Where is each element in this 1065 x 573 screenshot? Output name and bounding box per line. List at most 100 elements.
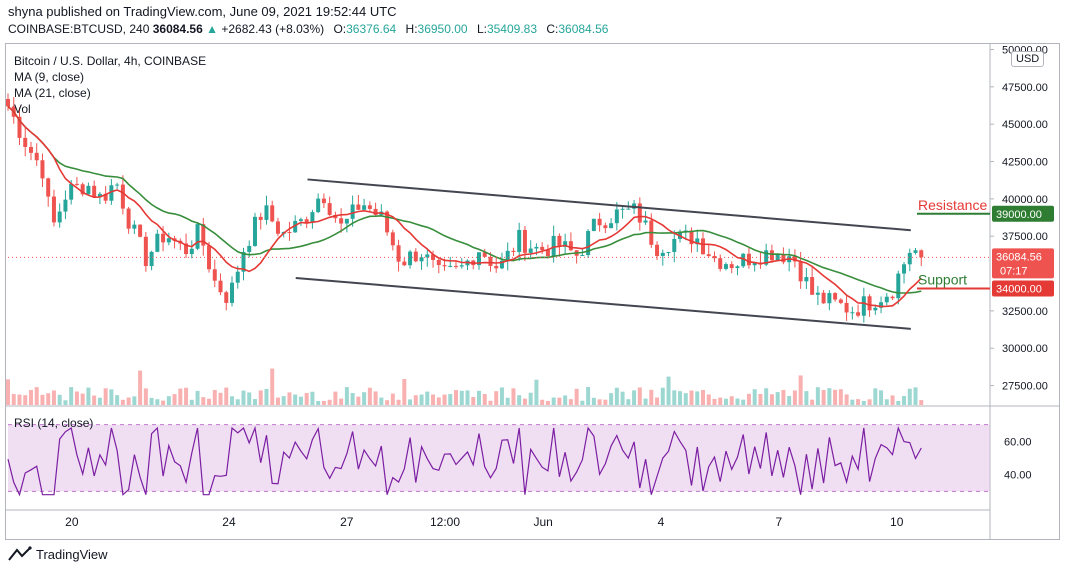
candle-body [247,245,252,252]
candle-body [815,292,820,295]
candle-body [436,259,441,266]
candle-body [344,218,349,224]
volume-bar [626,399,631,405]
volume-bar [471,397,476,405]
legend-ma21: MA (21, close) [14,86,91,100]
volume-bar [482,394,487,405]
volume-bar [465,390,470,405]
candle-body [230,282,235,303]
volume-bar [373,391,378,405]
volume-bar [258,390,263,405]
rsi-line [7,425,922,497]
level-markers: 36084.56 07:17 Resistance 39000.00 Support 34… [8,197,1054,297]
tradingview-logo-icon [8,546,32,561]
volume-bar [40,394,45,405]
volume-bar [161,400,166,405]
volume-bar [706,394,711,405]
ma9-line [7,105,922,308]
publisher-line: shyna published on TradingView.com, June… [8,4,397,19]
volume-bar [448,394,453,405]
candle-body [781,254,786,263]
candle-body [729,264,734,269]
legend-vol: Vol [14,102,31,116]
y-tick-label: 47500.00 [1002,82,1048,94]
volume-bar [57,394,62,405]
low-value: 35409.83 [486,22,538,36]
candle-body [218,280,223,293]
volume-bar [574,388,579,405]
candle-body [80,184,85,195]
candle-body [643,220,648,223]
volume-bar [212,389,217,405]
volume-bar [298,396,303,405]
volume-bar [597,399,602,405]
candle-body [97,193,102,198]
volume-bar [764,388,769,405]
candle-body [69,183,74,200]
x-tick-label: 24 [222,515,236,529]
volume-bar [86,387,91,405]
y-tick-label: 30000.00 [1002,343,1048,355]
candle-body [115,184,120,186]
footer-brand[interactable]: TradingView [8,546,108,562]
candles [6,93,924,323]
volume-bar [454,390,459,405]
x-tick-label: 7 [776,515,783,529]
volume-bar [833,389,838,405]
volume-bar [201,397,206,405]
volume-bar [51,390,56,405]
candle-body [856,312,861,316]
volume-bar [712,398,717,405]
candle-body [752,262,757,266]
candle-body [212,269,217,281]
volume-bar [695,391,700,405]
volume-bar [247,392,252,405]
ma21-line [7,105,922,294]
volume-bar [419,394,424,405]
candle-body [184,243,189,255]
rsi-label: RSI (14, close) [14,416,94,430]
volume-bar [609,393,614,405]
volume-bar [367,387,372,405]
candle-body [695,238,700,245]
candle-body [718,258,723,269]
candle-body [511,250,516,252]
candle-body [413,251,418,262]
candle-body [350,204,355,219]
candle-body [235,271,240,283]
volume-bar [385,400,390,405]
candle-body [563,241,568,247]
candle-body [672,238,677,252]
candle-body [425,254,430,258]
volume-bar [810,399,815,405]
y-tick-label: 27500.00 [1002,381,1048,393]
x-tick-label: 12:00 [430,515,460,529]
candle-body [528,248,533,253]
candle-body [712,256,717,259]
candle-body [700,238,705,255]
candle-body [884,296,889,303]
volume-bar [115,395,120,405]
candle-body [166,238,171,243]
volume-bar [678,391,683,405]
volume-bar [241,390,246,405]
volume-bar [69,387,74,405]
volume-bar [655,397,660,405]
volume-bar [666,376,671,405]
candle-body [189,248,194,255]
y-tick-label: 40000.00 [1002,194,1048,206]
volume-bar [235,399,240,405]
volume-bar [540,399,545,405]
volume-bar [155,399,160,405]
candle-body [861,296,866,316]
up-triangle-icon: ▲ [206,22,219,36]
volume-bar [293,394,298,405]
volume-bar [74,391,79,405]
candle-body [522,229,527,253]
candle-body [735,266,740,269]
candle-body [723,264,728,269]
candle-body [879,302,884,308]
currency-button[interactable]: USD [1011,51,1045,67]
y-tick-label: 45000.00 [1002,119,1048,131]
